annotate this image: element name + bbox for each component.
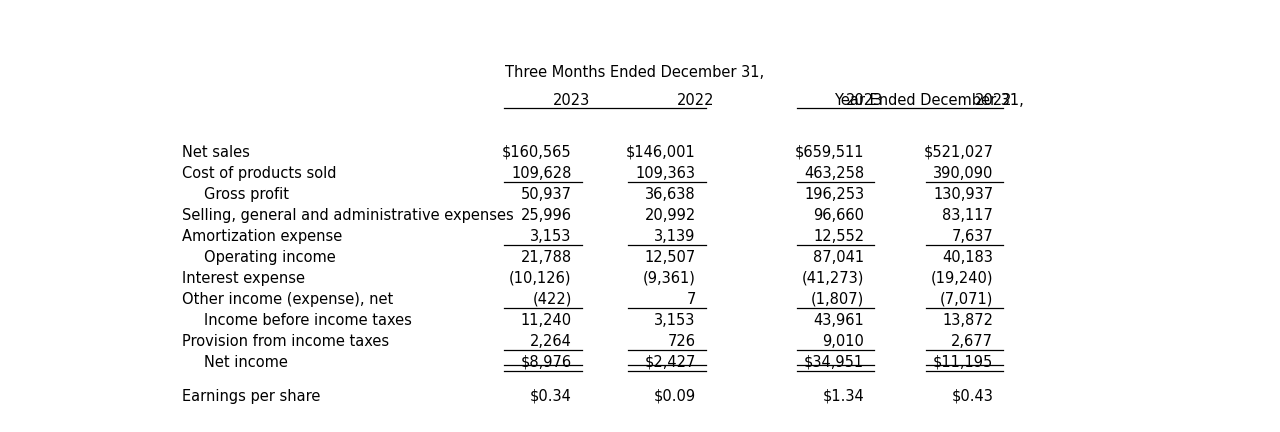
Text: 40,183: 40,183 [942, 250, 993, 265]
Text: 109,628: 109,628 [511, 166, 572, 181]
Text: (10,126): (10,126) [509, 271, 572, 286]
Text: 7,637: 7,637 [951, 229, 993, 244]
Text: 390,090: 390,090 [933, 166, 993, 181]
Text: 3,153: 3,153 [530, 229, 572, 244]
Text: Amortization expense: Amortization expense [182, 229, 342, 244]
Text: 21,788: 21,788 [521, 250, 572, 265]
Text: $11,195: $11,195 [933, 355, 993, 369]
Text: Provision from income taxes: Provision from income taxes [182, 334, 389, 349]
Text: (41,273): (41,273) [803, 271, 864, 286]
Text: $0.34: $0.34 [530, 389, 572, 404]
Text: Interest expense: Interest expense [182, 271, 305, 286]
Text: $659,511: $659,511 [795, 145, 864, 160]
Text: Earnings per share: Earnings per share [182, 389, 320, 404]
Text: $521,027: $521,027 [923, 145, 993, 160]
Text: $1.34: $1.34 [823, 389, 864, 404]
Text: Selling, general and administrative expenses: Selling, general and administrative expe… [182, 208, 513, 223]
Text: 130,937: 130,937 [933, 187, 993, 202]
Text: 25,996: 25,996 [521, 208, 572, 223]
Text: $146,001: $146,001 [626, 145, 696, 160]
Text: Operating income: Operating income [204, 250, 335, 265]
Text: Year Ended December 31,: Year Ended December 31, [835, 93, 1024, 108]
Text: $2,427: $2,427 [644, 355, 696, 369]
Text: Gross profit: Gross profit [204, 187, 289, 202]
Text: (7,071): (7,071) [940, 292, 993, 307]
Text: 2023: 2023 [553, 93, 590, 108]
Text: $0.43: $0.43 [951, 389, 993, 404]
Text: 2022: 2022 [677, 93, 714, 108]
Text: 50,937: 50,937 [521, 187, 572, 202]
Text: 463,258: 463,258 [804, 166, 864, 181]
Text: 12,507: 12,507 [644, 250, 696, 265]
Text: $0.09: $0.09 [654, 389, 696, 404]
Text: 2,677: 2,677 [951, 334, 993, 349]
Text: 109,363: 109,363 [636, 166, 696, 181]
Text: Net income: Net income [204, 355, 288, 369]
Text: 9,010: 9,010 [823, 334, 864, 349]
Text: (19,240): (19,240) [931, 271, 993, 286]
Text: (9,361): (9,361) [643, 271, 696, 286]
Text: Income before income taxes: Income before income taxes [204, 313, 412, 327]
Text: $160,565: $160,565 [502, 145, 572, 160]
Text: 83,117: 83,117 [942, 208, 993, 223]
Text: Three Months Ended December 31,: Three Months Ended December 31, [504, 65, 764, 80]
Text: (1,807): (1,807) [812, 292, 864, 307]
Text: 3,139: 3,139 [654, 229, 696, 244]
Text: Cost of products sold: Cost of products sold [182, 166, 337, 181]
Text: 2023: 2023 [846, 93, 883, 108]
Text: $8,976: $8,976 [521, 355, 572, 369]
Text: 7: 7 [686, 292, 696, 307]
Text: 12,552: 12,552 [813, 229, 864, 244]
Text: 43,961: 43,961 [814, 313, 864, 327]
Text: 2022: 2022 [974, 93, 1012, 108]
Text: (422): (422) [532, 292, 572, 307]
Text: 96,660: 96,660 [813, 208, 864, 223]
Text: 2,264: 2,264 [530, 334, 572, 349]
Text: 13,872: 13,872 [942, 313, 993, 327]
Text: 11,240: 11,240 [521, 313, 572, 327]
Text: Net sales: Net sales [182, 145, 250, 160]
Text: Other income (expense), net: Other income (expense), net [182, 292, 393, 307]
Text: 87,041: 87,041 [813, 250, 864, 265]
Text: 36,638: 36,638 [645, 187, 696, 202]
Text: 726: 726 [668, 334, 696, 349]
Text: $34,951: $34,951 [804, 355, 864, 369]
Text: 3,153: 3,153 [654, 313, 696, 327]
Text: 20,992: 20,992 [644, 208, 696, 223]
Text: 196,253: 196,253 [804, 187, 864, 202]
